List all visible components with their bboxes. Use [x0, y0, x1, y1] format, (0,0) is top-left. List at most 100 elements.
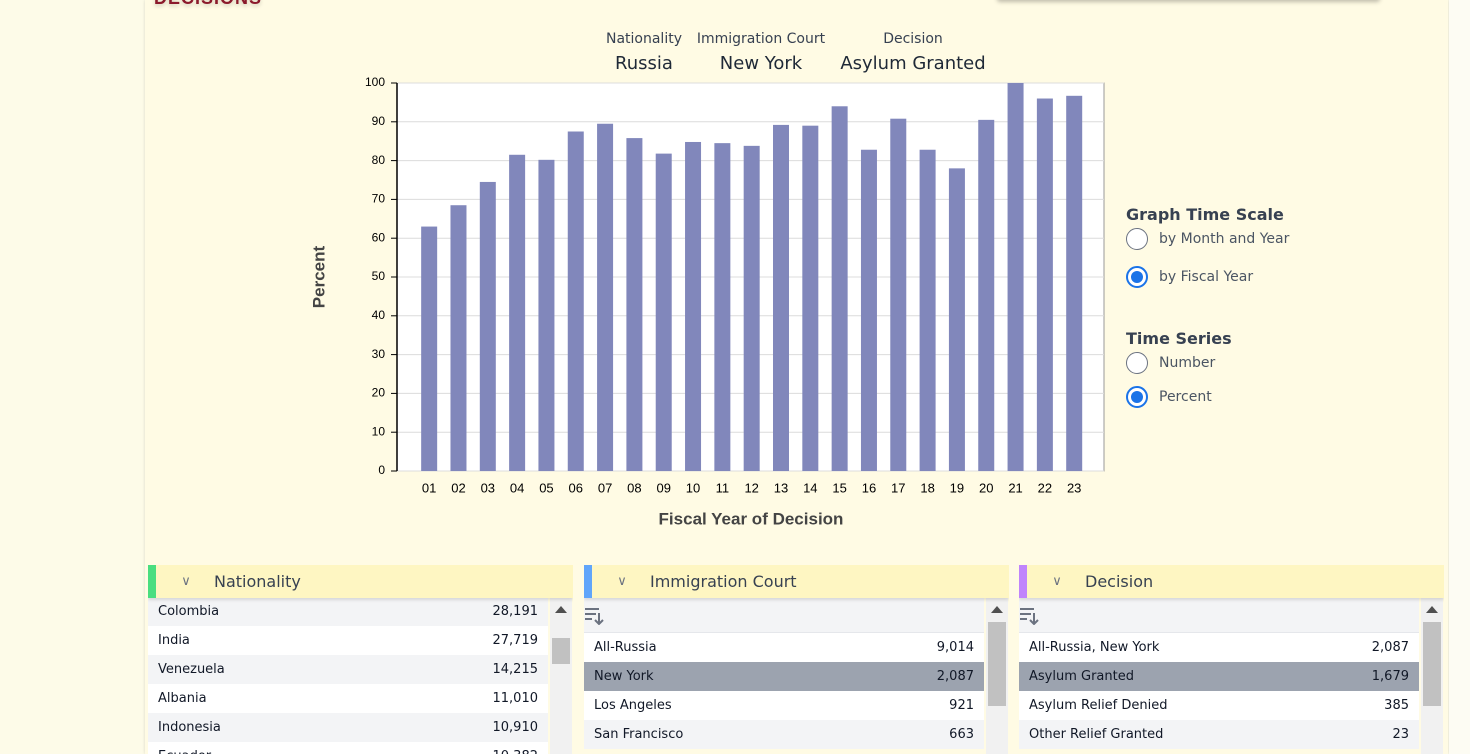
x-tick-label: 23 [1067, 480, 1081, 495]
row-count: 2,087 [1371, 640, 1409, 655]
list-body: All-Russia 9,014 New York 2,087 Los Angeles 9… [584, 598, 984, 754]
list-body: Colombia 28,191 India 27,719 Venezuela 14,215… [148, 597, 548, 754]
x-tick-label: 14 [803, 480, 817, 495]
radio-group: Time Series Number Percent [1126, 329, 1232, 408]
bar [450, 205, 467, 471]
collapse-toggle[interactable]: ∨ [617, 574, 627, 589]
row-count: 10,910 [492, 720, 539, 735]
y-tick-label: 100 [365, 75, 385, 89]
radio-group-title: Time Series [1126, 329, 1232, 348]
list-body: All-Russia, New York 2,087 Asylum Granted 1… [1019, 598, 1419, 754]
list-row[interactable]: Asylum Granted 1,679 [1019, 662, 1419, 691]
bar [685, 141, 702, 471]
radio-button[interactable] [1126, 228, 1148, 250]
row-count: 2,087 [936, 669, 974, 684]
radio-button[interactable] [1126, 266, 1148, 288]
list-row[interactable]: Venezuela 14,215 [148, 655, 548, 684]
brand-title: DECISIONS [154, 0, 262, 9]
row-label: Other Relief Granted [1029, 727, 1164, 742]
row-label: Los Angeles [594, 698, 672, 713]
list-row[interactable]: All-Russia 9,014 [584, 633, 984, 662]
radio-option[interactable]: by Month and Year [1126, 228, 1289, 250]
sort-icon[interactable] [584, 605, 604, 625]
list-row[interactable]: Ecuador 10,382 [148, 742, 548, 754]
radio-label: Percent [1159, 389, 1212, 405]
bar [890, 118, 907, 472]
x-tick-label: 01 [422, 480, 436, 495]
bar [1007, 83, 1024, 471]
bar [567, 131, 584, 471]
collapse-toggle[interactable]: ∨ [181, 574, 191, 589]
row-label: All-Russia [594, 640, 657, 655]
row-count: 663 [949, 727, 974, 742]
list-row[interactable]: Colombia 28,191 [148, 597, 548, 626]
filter-value: Russia [615, 53, 673, 74]
x-tick-label: 06 [569, 480, 583, 495]
bar [948, 168, 965, 472]
x-tick-label: 08 [627, 480, 641, 495]
scroll-up [991, 606, 1003, 613]
list-header: ∨ Decision [1019, 565, 1444, 598]
list-row[interactable]: San Francisco 663 [584, 720, 984, 749]
list-panel: ∨ Decision All-Russia, New York 2,087 Asylum… [1019, 565, 1444, 754]
row-label: All-Russia, New York [1029, 640, 1160, 655]
list-row[interactable]: Indonesia 10,910 [148, 713, 548, 742]
radio-label: by Month and Year [1159, 231, 1290, 247]
radio-option[interactable]: Percent [1126, 386, 1212, 408]
row-label: New York [594, 669, 654, 684]
scroll-thumb [552, 638, 570, 664]
y-axis-label: Percent [309, 245, 328, 308]
row-label: Indonesia [158, 720, 221, 735]
bar [773, 124, 789, 472]
x-tick-label: 12 [744, 480, 758, 495]
x-tick-label: 13 [774, 480, 788, 495]
x-tick-label: 11 [716, 480, 730, 495]
scroll-up [555, 606, 567, 613]
radio-button[interactable] [1126, 386, 1148, 408]
row-count: 921 [949, 698, 974, 713]
radio-label: Number [1159, 355, 1216, 371]
y-tick-label: 60 [372, 230, 386, 244]
radio-button[interactable] [1126, 352, 1148, 374]
scrollbar [550, 598, 572, 754]
row-count: 23 [1392, 727, 1409, 742]
y-tick-label: 10 [372, 424, 386, 438]
sort-icon[interactable] [1019, 605, 1039, 625]
row-count: 11,010 [492, 691, 539, 706]
row-count: 27,719 [492, 633, 539, 648]
sort-bar [1019, 598, 1419, 633]
list-panel: ∨ Nationality Colombia 28,191 India 27,719 Ven… [148, 565, 573, 754]
radio-group-title: Graph Time Scale [1126, 205, 1284, 224]
radio-option[interactable]: Number [1126, 352, 1215, 374]
radio-option[interactable]: by Fiscal Year [1126, 266, 1253, 288]
row-count: 28,191 [492, 604, 539, 619]
x-tick-label: 16 [862, 480, 876, 495]
row-count: 14,215 [492, 662, 539, 677]
list-row[interactable]: All-Russia, New York 2,087 [1019, 633, 1419, 662]
bar [597, 123, 614, 472]
list-title: Immigration Court [650, 572, 797, 591]
list-row[interactable]: New York 2,087 [584, 662, 984, 691]
list-row[interactable]: Asylum Relief Denied 385 [1019, 691, 1419, 720]
bar [802, 125, 819, 472]
list-row[interactable]: Albania 11,010 [148, 684, 548, 713]
scrollbar [986, 598, 1008, 754]
filter-value: New York [720, 53, 803, 74]
x-tick-label: 18 [920, 480, 934, 495]
list-row[interactable]: Other Relief Granted 23 [1019, 720, 1419, 749]
list-row[interactable]: Los Angeles 921 [584, 691, 984, 720]
page-margin [1449, 0, 1470, 754]
x-tick-label: 20 [979, 480, 993, 495]
scroll-thumb [988, 622, 1006, 706]
bar [714, 143, 731, 471]
filter-label: Nationality [606, 31, 682, 47]
bar [421, 226, 438, 471]
list-row[interactable]: India 27,719 [148, 626, 548, 655]
list-title: Decision [1085, 572, 1154, 591]
row-count: 385 [1384, 698, 1409, 713]
collapse-toggle[interactable]: ∨ [1052, 574, 1062, 589]
x-tick-label: 09 [656, 480, 670, 495]
filter-label: Immigration Court [697, 31, 826, 47]
bar [479, 181, 496, 471]
